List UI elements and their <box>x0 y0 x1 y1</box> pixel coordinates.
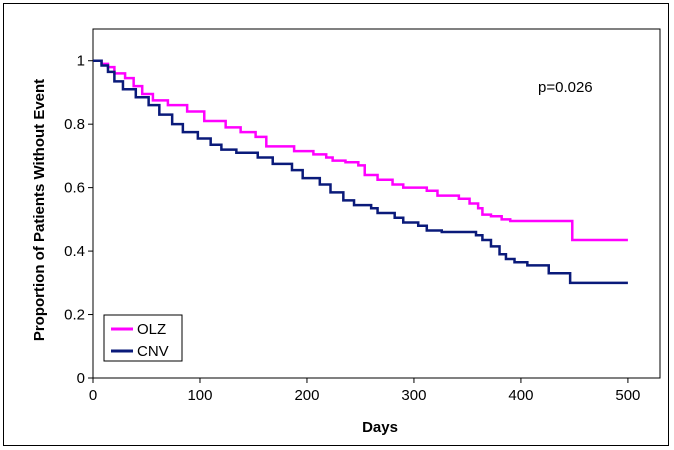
y-tick-label: 0.2 <box>64 307 85 324</box>
legend-label-cnv: CNV <box>137 343 169 360</box>
y-tick-label: 0.6 <box>64 180 85 197</box>
plot-area <box>92 28 661 379</box>
x-tick-label: 400 <box>508 387 533 404</box>
y-tick-label: 0 <box>77 370 85 387</box>
x-tick-label: 0 <box>89 387 97 404</box>
x-axis-label: Days <box>362 419 398 436</box>
y-tick-label: 0.4 <box>64 243 85 260</box>
x-tick-label: 200 <box>294 387 319 404</box>
axes <box>92 28 661 379</box>
legend-label-olz: OLZ <box>137 321 166 338</box>
y-axis-label: Proportion of Patients Without Event <box>31 79 48 341</box>
x-tick-label: 500 <box>615 387 640 404</box>
legend-box <box>103 314 183 362</box>
x-tick-label: 100 <box>187 387 212 404</box>
legend: OLZ CNV <box>103 314 183 362</box>
series-line-olz <box>93 59 628 242</box>
x-tick-label: 300 <box>401 387 426 404</box>
series <box>93 59 628 285</box>
p-value-annotation: p=0.026 <box>538 79 593 96</box>
series-line-cnv <box>93 59 628 285</box>
y-tick-label: 1 <box>77 53 85 70</box>
ticks: 0 100 200 300 400 500 0 0.2 0.4 0.6 0.8 1 <box>64 53 640 404</box>
y-tick-label: 0.8 <box>64 116 85 133</box>
